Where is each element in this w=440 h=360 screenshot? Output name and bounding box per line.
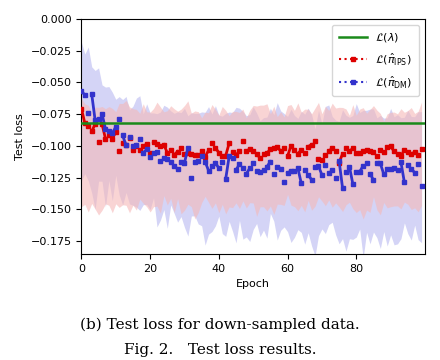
- Text: Fig. 2.   Test loss results.: Fig. 2. Test loss results.: [124, 342, 316, 356]
- Y-axis label: Test loss: Test loss: [15, 113, 25, 160]
- Text: (b) Test loss for down-sampled data.: (b) Test loss for down-sampled data.: [80, 318, 360, 332]
- Legend: $\mathcal{L}(\lambda)$, $\mathcal{L}(\hat{\pi}_{\mathrm{IPS}})$, $\mathcal{L}(\h: $\mathcal{L}(\lambda)$, $\mathcal{L}(\ha…: [332, 24, 419, 96]
- X-axis label: Epoch: Epoch: [236, 279, 270, 289]
